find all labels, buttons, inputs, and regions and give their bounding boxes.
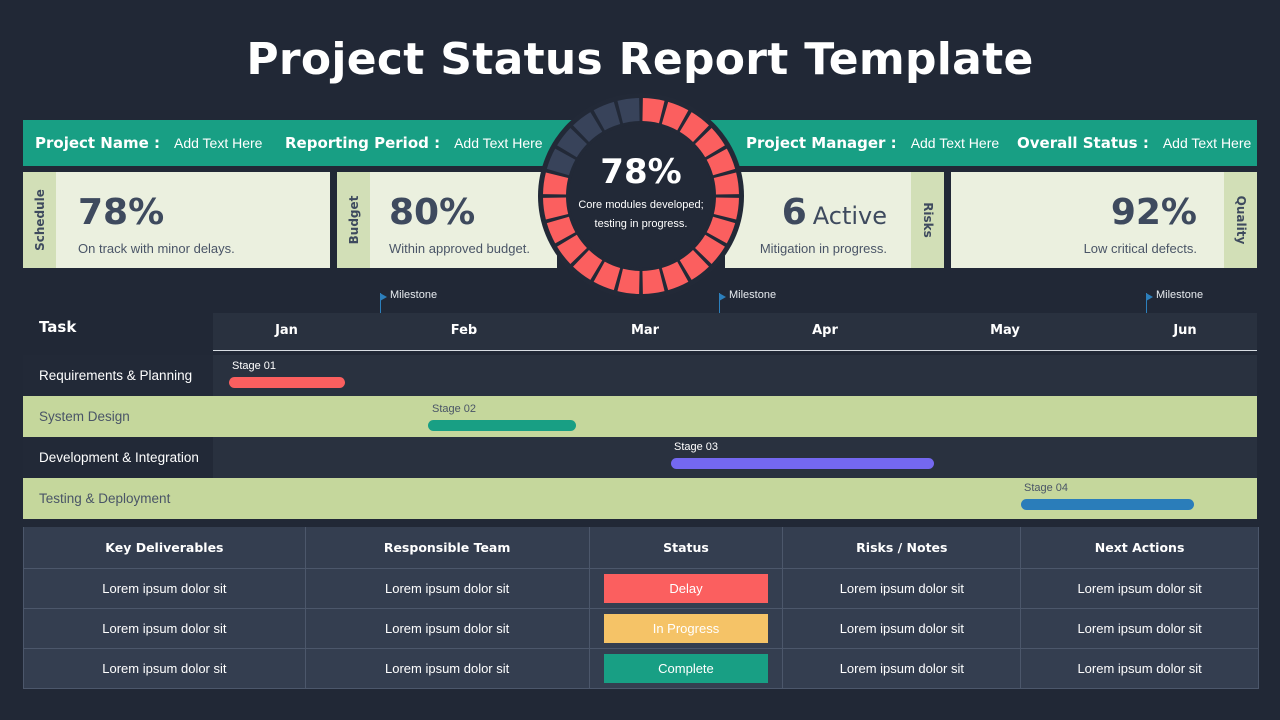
progress-desc: Core modules developed; testing in progr… — [578, 199, 704, 230]
col-header-status: Status — [588, 527, 784, 569]
quality-value: 92% — [1110, 192, 1197, 233]
cell-next-actions: Lorem ipsum dolor sit — [1020, 647, 1259, 690]
month-jan: Jan — [275, 323, 298, 338]
stage-bar-1[interactable] — [229, 377, 345, 388]
flag-icon — [719, 293, 726, 301]
col-header-risks: Risks / Notes — [782, 527, 1022, 569]
risks-desc: Mitigation in progress. — [759, 241, 887, 256]
month-may: May — [990, 323, 1020, 338]
kpi-tab-budget: Budget — [337, 172, 370, 268]
gantt-row-requirements: Requirements & Planning Stage 01 — [23, 355, 1257, 396]
project-name-field[interactable]: Project Name : Add Text Here — [35, 120, 262, 166]
project-manager-label: Project Manager : — [746, 134, 897, 152]
deliverables-table: Key Deliverables Responsible Team Status… — [23, 527, 1259, 690]
cell-next-actions: Lorem ipsum dolor sit — [1020, 567, 1259, 609]
task-name: Development & Integration — [39, 450, 199, 465]
stage-label: Stage 03 — [674, 441, 719, 453]
status-badge-complete[interactable]: Complete — [603, 653, 768, 683]
kpi-card-schedule: Schedule 78% On track with minor delays. — [23, 172, 330, 268]
budget-desc: Within approved budget. — [389, 241, 530, 256]
overall-status-field[interactable]: Overall Status : Add Text Here — [1017, 120, 1251, 166]
cell-risks: Lorem ipsum dolor sit — [782, 607, 1022, 649]
cell-deliverable: Lorem ipsum dolor sit — [23, 607, 306, 649]
kpi-tab-schedule: Schedule — [23, 172, 56, 268]
stage-label: Stage 01 — [232, 360, 277, 372]
cell-risks: Lorem ipsum dolor sit — [782, 567, 1022, 609]
status-badge-in-progress[interactable]: In Progress — [603, 613, 768, 643]
risks-value: 6 Active — [781, 192, 887, 233]
stage-label: Stage 02 — [432, 403, 477, 415]
table-row: Lorem ipsum dolor sit Lorem ipsum dolor … — [23, 647, 1259, 690]
progress-donut-chart — [538, 93, 744, 299]
flag-icon — [1146, 293, 1153, 301]
reporting-period-field[interactable]: Reporting Period : Add Text Here — [285, 120, 543, 166]
month-apr: Apr — [812, 323, 838, 338]
kpi-card-quality: 92% Low critical defects. Quality — [951, 172, 1257, 268]
project-name-value[interactable]: Add Text Here — [174, 135, 263, 151]
col-header-team: Responsible Team — [304, 527, 590, 569]
cell-risks: Lorem ipsum dolor sit — [782, 647, 1022, 690]
cell-team: Lorem ipsum dolor sit — [304, 647, 590, 690]
task-name: Testing & Deployment — [39, 491, 171, 506]
stage-bar-2[interactable] — [428, 420, 576, 431]
budget-value: 80% — [389, 192, 476, 233]
task-column-header: Task — [39, 318, 77, 336]
stage-bar-3[interactable] — [671, 458, 934, 469]
kpi-tab-risks: Risks — [911, 172, 944, 268]
col-header-deliverables: Key Deliverables — [23, 527, 306, 569]
month-mar: Mar — [630, 323, 660, 338]
kpi-tab-quality: Quality — [1224, 172, 1257, 268]
col-header-next-actions: Next Actions — [1020, 527, 1259, 569]
schedule-desc: On track with minor delays. — [78, 241, 235, 256]
cell-next-actions: Lorem ipsum dolor sit — [1020, 607, 1259, 649]
table-header-row: Key Deliverables Responsible Team Status… — [23, 527, 1259, 569]
status-badge-delay[interactable]: Delay — [603, 573, 768, 603]
gantt-month-header: Jan Feb Mar Apr May Jun — [213, 313, 1257, 351]
project-manager-field[interactable]: Project Manager : Add Text Here — [746, 120, 999, 166]
schedule-value: 78% — [78, 192, 165, 233]
kpi-card-budget: Budget 80% Within approved budget. — [337, 172, 557, 268]
month-feb: Feb — [450, 323, 478, 338]
project-name-label: Project Name : — [35, 134, 160, 152]
task-name: System Design — [39, 409, 130, 424]
kpi-card-risks: 6 Active Mitigation in progress. Risks — [725, 172, 944, 268]
page-title: Project Status Report Template — [246, 34, 1034, 85]
flag-icon — [380, 293, 387, 301]
gantt-row-system-design: System Design Stage 02 — [23, 396, 1257, 437]
cell-team: Lorem ipsum dolor sit — [304, 567, 590, 609]
stage-bar-4[interactable] — [1021, 499, 1194, 510]
project-manager-value[interactable]: Add Text Here — [910, 135, 1000, 151]
table-row: Lorem ipsum dolor sit Lorem ipsum dolor … — [23, 567, 1259, 609]
cell-team: Lorem ipsum dolor sit — [304, 607, 590, 649]
overall-status-value[interactable]: Add Text Here — [1162, 135, 1252, 151]
quality-desc: Low critical defects. — [1083, 241, 1197, 256]
cell-deliverable: Lorem ipsum dolor sit — [23, 567, 306, 609]
task-name: Requirements & Planning — [39, 368, 193, 383]
progress-percent: 78% — [600, 152, 682, 192]
cell-deliverable: Lorem ipsum dolor sit — [23, 647, 306, 690]
table-row: Lorem ipsum dolor sit Lorem ipsum dolor … — [23, 607, 1259, 649]
reporting-period-label: Reporting Period : — [285, 134, 441, 152]
stage-label: Stage 04 — [1024, 482, 1069, 494]
gantt-row-development: Development & Integration Stage 03 — [23, 437, 1257, 478]
progress-donut-center: 78% Core modules developed; testing in p… — [538, 93, 744, 299]
reporting-period-value[interactable]: Add Text Here — [454, 135, 543, 151]
gantt-row-testing: Testing & Deployment Stage 04 — [23, 478, 1257, 519]
overall-status-label: Overall Status : — [1017, 134, 1149, 152]
month-jun: Jun — [1173, 323, 1197, 338]
